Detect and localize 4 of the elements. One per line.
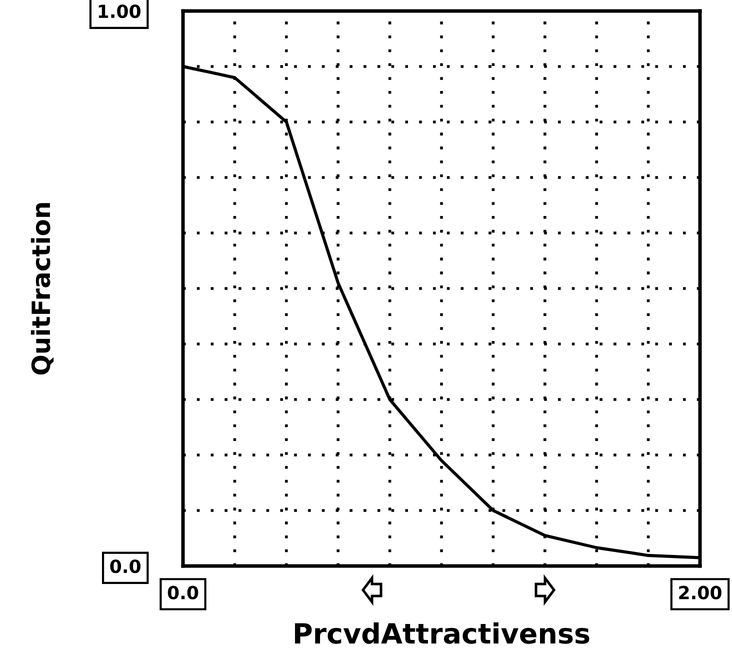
x-tick-label: 2.00 — [679, 586, 722, 600]
y-axis-title: QuitFraction — [30, 203, 54, 375]
x-axis-title: PrcvdAttractivenss — [295, 622, 590, 644]
y-tick-label: 1.00 — [98, 4, 140, 18]
